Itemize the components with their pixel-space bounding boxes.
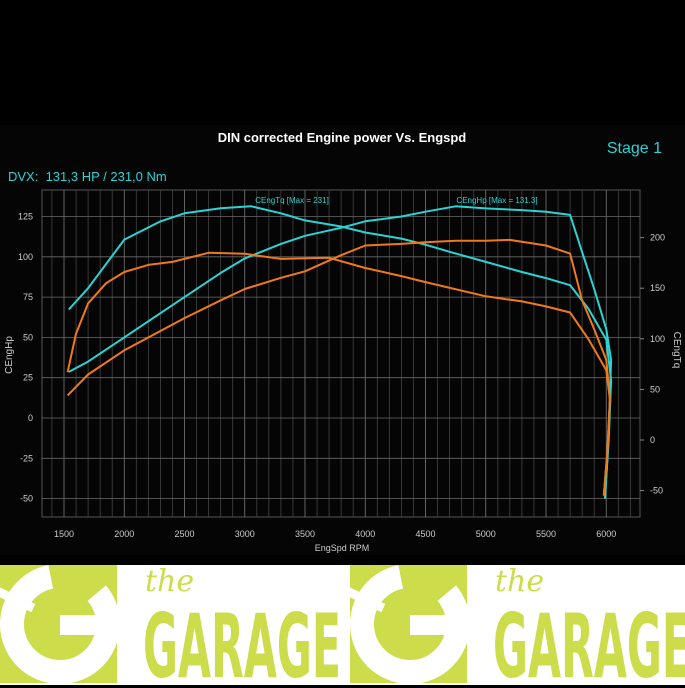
x-tick-label: 5000 xyxy=(476,529,496,539)
stock-torque-line xyxy=(66,251,611,496)
x-tick-label: 6000 xyxy=(596,529,616,539)
dyno-chart: 125 100 75 50 25 0 -25 -50 200 150 100 50 0 -50 1500 20… xyxy=(0,125,685,555)
garage-logo: the GARAGE xyxy=(0,564,341,685)
x-tick-label: 2500 xyxy=(174,529,194,539)
right-tick-label: -50 xyxy=(650,486,663,496)
left-tick-label: 25 xyxy=(23,373,33,383)
x-tick-label: 3500 xyxy=(295,529,315,539)
footer-banner: the GARAGE the GARAGE xyxy=(0,564,685,685)
chart-title: DIN corrected Engine power Vs. Engspd xyxy=(218,130,467,145)
grid xyxy=(41,189,644,518)
left-axis-label: CEngHp xyxy=(4,336,15,374)
right-tick-label: 100 xyxy=(650,334,665,344)
left-tick-label: 100 xyxy=(18,252,33,262)
series-lines xyxy=(66,205,613,499)
right-tick-label: 50 xyxy=(650,384,660,394)
logo-the: the xyxy=(495,564,545,599)
left-tick-label: 0 xyxy=(28,413,33,423)
garage-logo-repeat: the GARAGE xyxy=(345,564,685,685)
x-tick-label: 5500 xyxy=(536,529,556,539)
x-tick-label: 2000 xyxy=(114,529,134,539)
x-tick-label: 4500 xyxy=(415,529,435,539)
x-axis-label: EngSpd RPM xyxy=(315,543,370,553)
right-axis-label: CEngTq xyxy=(671,332,682,369)
g-wrench-icon xyxy=(0,564,120,684)
left-tick-label: 125 xyxy=(18,212,33,222)
chart-background xyxy=(0,125,685,555)
right-tick-label: 150 xyxy=(650,283,665,293)
x-tick-label: 4000 xyxy=(355,529,375,539)
logo-garage: GARAGE xyxy=(493,601,685,683)
logo-garage: GARAGE xyxy=(143,601,341,683)
left-tick-label: 75 xyxy=(23,292,33,302)
x-tick-label: 3000 xyxy=(235,529,255,539)
x-tick-label: 1500 xyxy=(54,529,74,539)
logo-the: the xyxy=(145,564,195,599)
power-max-annotation: CEngHp [Max = 131.3] xyxy=(456,196,537,205)
right-tick-label: 0 xyxy=(650,435,655,445)
right-tick-label: 200 xyxy=(650,233,665,243)
left-tick-label: 50 xyxy=(23,332,33,342)
tuned-torque-line xyxy=(68,205,613,498)
left-tick-label: -25 xyxy=(20,453,33,463)
stock-power-line xyxy=(66,238,611,496)
tuned-power-line xyxy=(68,205,613,499)
left-tick-label: -50 xyxy=(20,494,33,504)
summary-label: DVX: 131,3 HP / 231,0 Nm xyxy=(8,169,167,184)
tick-labels: 125 100 75 50 25 0 -25 -50 200 150 100 50 0 -50 1500 20… xyxy=(18,212,665,540)
logo-garage-wrap: GARAGE xyxy=(143,601,341,683)
g-wrench-icon xyxy=(345,564,470,684)
stage-label: Stage 1 xyxy=(607,140,662,157)
logo-garage-wrap: GARAGE xyxy=(493,601,685,683)
torque-max-annotation: CEngTq [Max = 231] xyxy=(255,196,329,205)
